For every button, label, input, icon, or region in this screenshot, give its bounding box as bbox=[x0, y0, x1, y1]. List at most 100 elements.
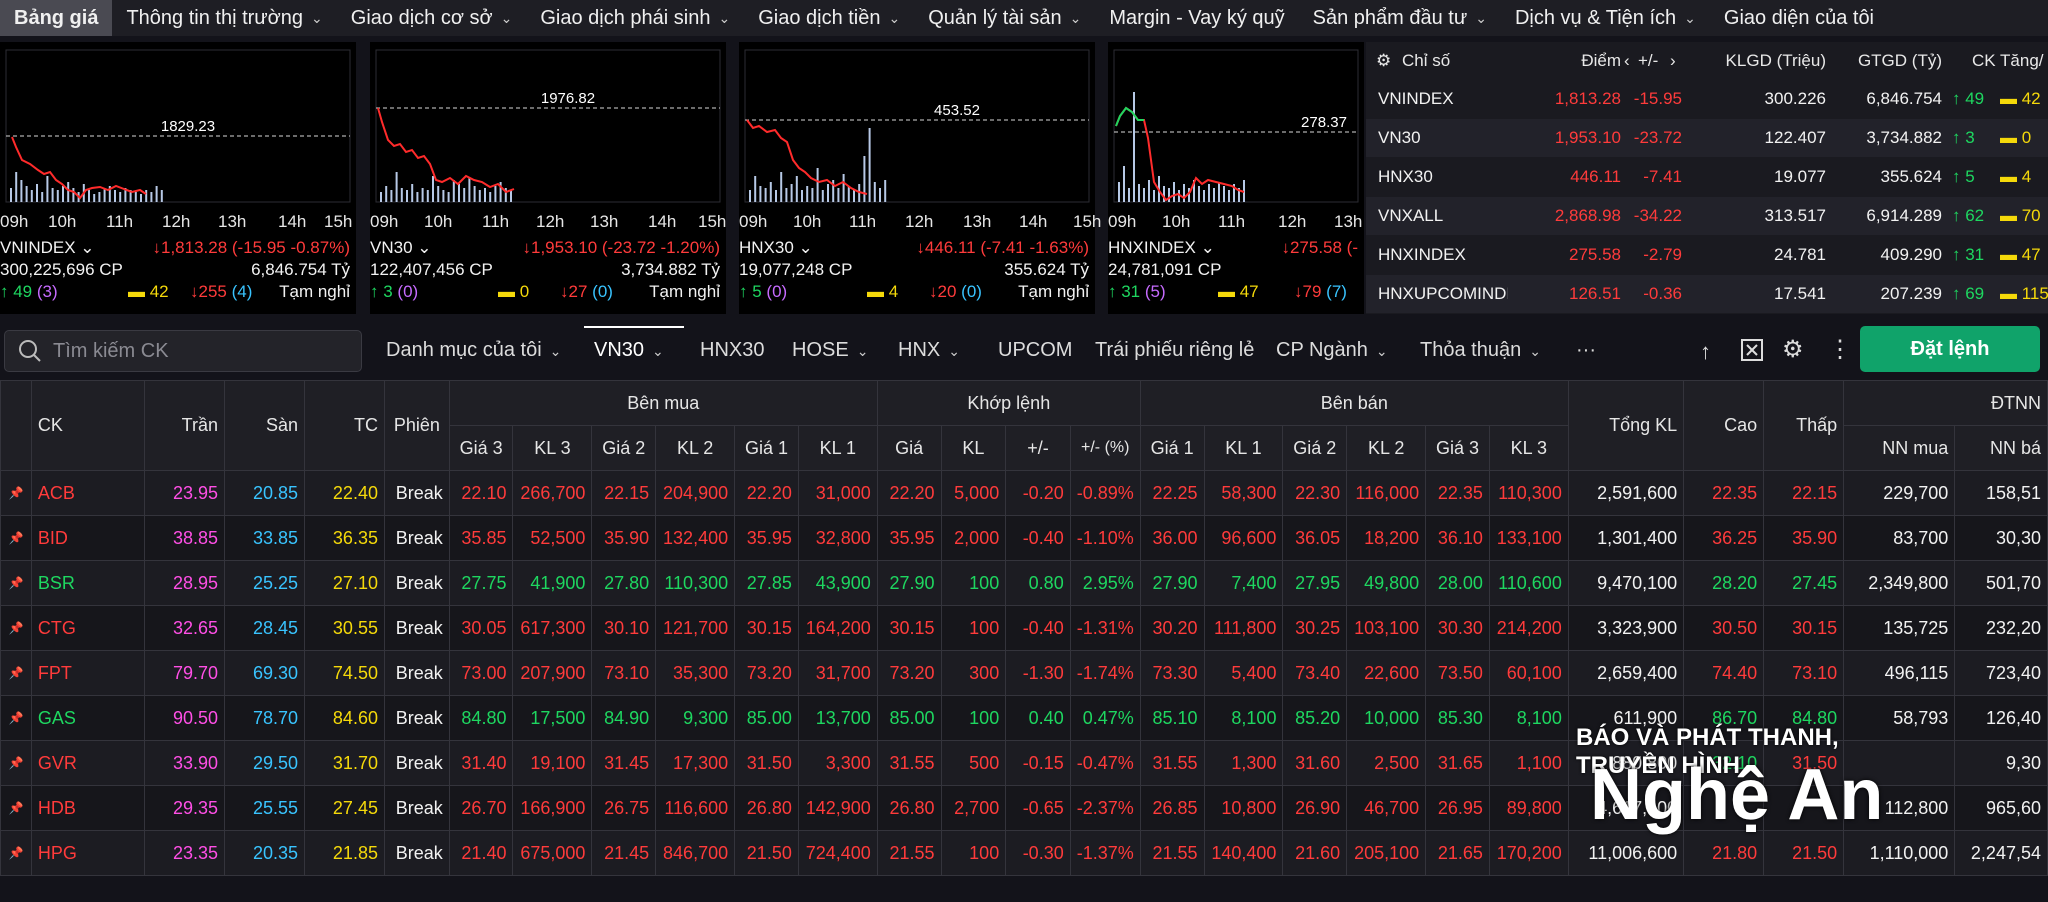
ask-cell[interactable]: 1,300 bbox=[1203, 740, 1284, 786]
bid-cell[interactable]: 142,900 bbox=[797, 785, 878, 831]
bid-cell[interactable]: 31.40 bbox=[448, 740, 514, 786]
stock-symbol[interactable]: BSR bbox=[30, 560, 146, 606]
bid-cell[interactable]: 43,900 bbox=[797, 560, 878, 606]
ask-cell[interactable]: 36.10 bbox=[1425, 515, 1490, 561]
bid-cell[interactable]: 724,400 bbox=[797, 830, 878, 876]
stock-row[interactable]: 📌 ACB 23.95 20.85 22.40 Break 22.10 266,700 22.1… bbox=[0, 470, 2048, 516]
bid-cell[interactable]: 204,900 bbox=[655, 470, 736, 516]
ask-cell[interactable]: 27.90 bbox=[1139, 560, 1205, 606]
bid-cell[interactable]: 27.85 bbox=[734, 560, 799, 606]
bid-cell[interactable]: 27.75 bbox=[448, 560, 514, 606]
ask-cell[interactable]: 30.30 bbox=[1425, 605, 1490, 651]
bid-cell[interactable]: 132,400 bbox=[655, 515, 736, 561]
index-row[interactable]: VNXALL 2,868.98 -34.22 313.517 6,914.289 ↑ 62… bbox=[1366, 197, 2048, 235]
bid-cell[interactable]: 84.80 bbox=[448, 695, 514, 741]
stock-row[interactable]: 📌 GAS 90.50 78.70 84.60 Break 84.80 17,500 84.90… bbox=[0, 695, 2048, 741]
kebab-menu-icon[interactable]: ⋮ bbox=[1828, 336, 1852, 363]
bid-cell[interactable]: 32,800 bbox=[797, 515, 878, 561]
nav-dich-vu[interactable]: Dịch vụ & Tiện ích ⌄ bbox=[1501, 0, 1710, 36]
excel-export-icon[interactable] bbox=[1740, 338, 1764, 362]
tab-vn30[interactable]: VN30 ⌄ bbox=[594, 339, 664, 362]
ask-cell[interactable]: 49,800 bbox=[1346, 560, 1427, 606]
ask-cell[interactable]: 85.10 bbox=[1139, 695, 1205, 741]
ask-cell[interactable]: 1,100 bbox=[1488, 740, 1569, 786]
bid-cell[interactable]: 31.45 bbox=[591, 740, 657, 786]
bid-cell[interactable]: 9,300 bbox=[655, 695, 736, 741]
pin-icon[interactable]: 📌 bbox=[0, 695, 32, 741]
bid-cell[interactable]: 26.80 bbox=[734, 785, 799, 831]
tab-upcom[interactable]: UPCOM bbox=[998, 339, 1072, 362]
stock-row[interactable]: 📌 CTG 32.65 28.45 30.55 Break 30.05 617,300 30.1… bbox=[0, 605, 2048, 651]
ask-cell[interactable]: 31.60 bbox=[1282, 740, 1348, 786]
ask-cell[interactable]: 30.25 bbox=[1282, 605, 1348, 651]
index-row[interactable]: HNX30 446.11 -7.41 19.077 355.624 ↑ 5 ▬ 4 bbox=[1366, 158, 2048, 196]
index-row[interactable]: VNINDEX 1,813.28 -15.95 300.226 6,846.754 ↑ 4… bbox=[1366, 80, 2048, 118]
ask-cell[interactable]: 26.85 bbox=[1139, 785, 1205, 831]
nav-bang-gia[interactable]: Bảng giá bbox=[0, 0, 113, 36]
pin-icon[interactable]: 📌 bbox=[0, 830, 32, 876]
stock-symbol[interactable]: CTG bbox=[30, 605, 146, 651]
pin-icon[interactable]: 📌 bbox=[0, 560, 32, 606]
bid-cell[interactable]: 73.00 bbox=[448, 650, 514, 696]
ask-cell[interactable]: 58,300 bbox=[1203, 470, 1284, 516]
bid-cell[interactable]: 17,500 bbox=[512, 695, 593, 741]
ask-cell[interactable]: 36.05 bbox=[1282, 515, 1348, 561]
prev-icon[interactable]: ‹ bbox=[1624, 51, 1630, 70]
chart-card-hnxindex[interactable]: 278.37 09h 10h 11h 12h 13h HNXINDEX ⌄ ↓275.58 (… bbox=[1108, 42, 1364, 314]
settings-gear-icon[interactable]: ⚙ bbox=[1782, 336, 1804, 363]
bid-cell[interactable]: 266,700 bbox=[512, 470, 593, 516]
stock-row[interactable]: 📌 HDB 29.35 25.55 27.45 Break 26.70 166,900 26.7… bbox=[0, 785, 2048, 831]
bid-cell[interactable]: 26.70 bbox=[448, 785, 514, 831]
bid-cell[interactable]: 35.85 bbox=[448, 515, 514, 561]
bid-cell[interactable]: 73.10 bbox=[591, 650, 657, 696]
tab-cp-nganh[interactable]: CP Ngành ⌄ bbox=[1276, 339, 1388, 362]
pin-icon[interactable]: 📌 bbox=[0, 470, 32, 516]
index-row[interactable]: VN30 1,953.10 -23.72 122.407 3,734.882 ↑ 3 ▬ 0 bbox=[1366, 119, 2048, 157]
bid-cell[interactable]: 121,700 bbox=[655, 605, 736, 651]
ask-cell[interactable]: 85.30 bbox=[1425, 695, 1490, 741]
bid-cell[interactable]: 675,000 bbox=[512, 830, 593, 876]
pin-icon[interactable]: 📌 bbox=[0, 740, 32, 786]
bid-cell[interactable]: 35.90 bbox=[591, 515, 657, 561]
nav-san-pham-dau-tu[interactable]: Sản phẩm đầu tư ⌄ bbox=[1299, 0, 1501, 36]
stock-symbol[interactable]: FPT bbox=[30, 650, 146, 696]
ask-cell[interactable]: 21.65 bbox=[1425, 830, 1490, 876]
pin-icon[interactable]: 📌 bbox=[0, 515, 32, 561]
tab-hnx[interactable]: HNX ⌄ bbox=[898, 339, 960, 362]
tab-hose[interactable]: HOSE ⌄ bbox=[792, 339, 868, 362]
bid-cell[interactable]: 17,300 bbox=[655, 740, 736, 786]
bid-cell[interactable]: 35,300 bbox=[655, 650, 736, 696]
stock-symbol[interactable]: ACB bbox=[30, 470, 146, 516]
ask-cell[interactable]: 22.25 bbox=[1139, 470, 1205, 516]
arrow-up-icon[interactable]: ↑ bbox=[1700, 339, 1711, 364]
ask-cell[interactable]: 8,100 bbox=[1203, 695, 1284, 741]
stock-symbol[interactable]: BID bbox=[30, 515, 146, 561]
bid-cell[interactable]: 73.20 bbox=[734, 650, 799, 696]
ask-cell[interactable]: 205,100 bbox=[1346, 830, 1427, 876]
index-name[interactable]: VNINDEX ⌄ bbox=[0, 238, 95, 257]
ask-cell[interactable]: 21.60 bbox=[1282, 830, 1348, 876]
tab-hnx30[interactable]: HNX30 bbox=[700, 339, 764, 362]
bid-cell[interactable]: 21.45 bbox=[591, 830, 657, 876]
bid-cell[interactable]: 35.95 bbox=[734, 515, 799, 561]
ask-cell[interactable]: 116,000 bbox=[1346, 470, 1427, 516]
bid-cell[interactable]: 22.10 bbox=[448, 470, 514, 516]
pin-icon[interactable]: 📌 bbox=[0, 785, 32, 831]
bid-cell[interactable]: 30.05 bbox=[448, 605, 514, 651]
ask-cell[interactable]: 26.90 bbox=[1282, 785, 1348, 831]
nav-giao-dien[interactable]: Giao diện của tôi bbox=[1710, 0, 1888, 36]
ask-cell[interactable]: 26.95 bbox=[1425, 785, 1490, 831]
ask-cell[interactable]: 18,200 bbox=[1346, 515, 1427, 561]
more-tabs-button[interactable]: ··· bbox=[1576, 339, 1596, 361]
ask-cell[interactable]: 111,800 bbox=[1203, 605, 1284, 651]
ask-cell[interactable]: 5,400 bbox=[1203, 650, 1284, 696]
bid-cell[interactable]: 207,900 bbox=[512, 650, 593, 696]
ask-cell[interactable]: 22.30 bbox=[1282, 470, 1348, 516]
ask-cell[interactable]: 110,300 bbox=[1488, 470, 1569, 516]
stock-symbol[interactable]: HPG bbox=[30, 830, 146, 876]
bid-cell[interactable]: 41,900 bbox=[512, 560, 593, 606]
chart-card-hnx30[interactable]: 453.52 09h 10h 11h 12h 13h 14h 15h HNX30 ⌄ ↓446.1… bbox=[739, 42, 1101, 314]
bid-cell[interactable]: 22.15 bbox=[591, 470, 657, 516]
bid-cell[interactable]: 116,600 bbox=[655, 785, 736, 831]
bid-cell[interactable]: 30.10 bbox=[591, 605, 657, 651]
